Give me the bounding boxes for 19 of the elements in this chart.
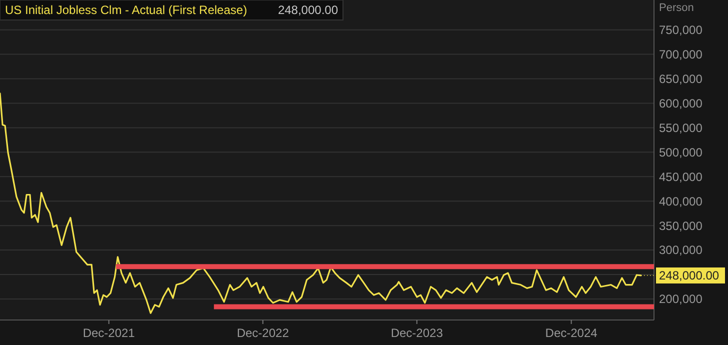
y-tick-label: 300,000	[659, 243, 703, 258]
y-tick-label: 500,000	[659, 145, 703, 160]
annotation: 248,000.00	[659, 268, 720, 283]
y-tick-label: 350,000	[659, 218, 703, 233]
y-axis-title: Person	[659, 2, 694, 14]
y-tick-label: 450,000	[659, 170, 703, 184]
text: US Initial Jobless Clm - Actual (First Release)	[5, 3, 248, 17]
x-tick-label: Dec-2022	[236, 326, 290, 340]
y-tick-label: 600,000	[659, 96, 703, 110]
y-tick-label: 750,000	[659, 23, 703, 38]
x-tick-label: Dec-2021	[82, 326, 136, 340]
y-tick-label: 550,000	[659, 120, 703, 135]
y-tick-label: 700,000	[659, 48, 703, 62]
annotation: 248,000.00	[278, 3, 338, 17]
y-tick-label: 200,000	[659, 292, 703, 306]
y-tick-label: 400,000	[659, 194, 703, 208]
y-tick-label: 650,000	[659, 72, 703, 86]
x-tick-label: Dec-2024	[545, 326, 598, 340]
x-tick-label: Dec-2023	[390, 326, 444, 340]
